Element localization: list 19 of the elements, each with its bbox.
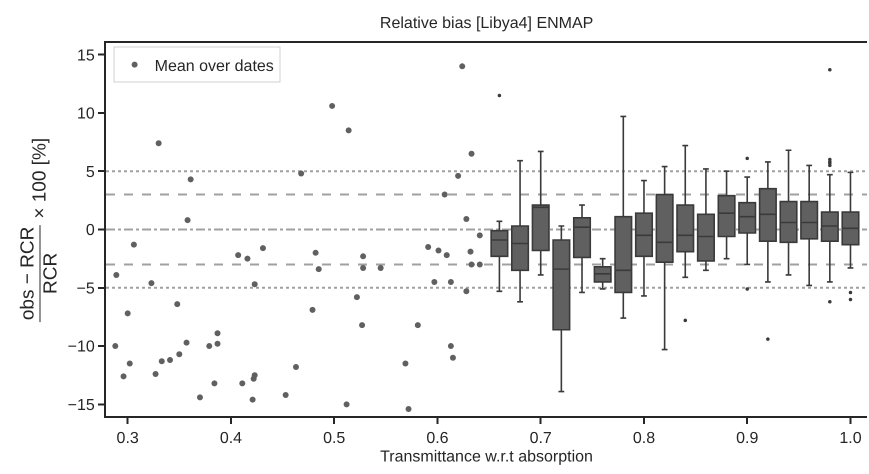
y-tick-label: 10 <box>77 106 95 123</box>
x-tick-label: 0.5 <box>323 430 346 448</box>
x-tick-label: 0.9 <box>736 430 758 448</box>
y-tick-label: 15 <box>77 47 95 64</box>
y-tick-label: −15 <box>68 396 95 414</box>
y-tick-label: −5 <box>76 280 95 298</box>
y-tick-label: −10 <box>68 338 95 356</box>
legend-label: Mean over dates <box>154 58 274 75</box>
x-tick-label: 0.8 <box>632 430 656 448</box>
x-tick-label: 0.7 <box>530 430 552 448</box>
text: obs − RCR RCR × 100 [%] <box>18 138 62 320</box>
y-tick-label: 5 <box>86 164 95 181</box>
chart-title: Relative bias [Libya4] ENMAP <box>380 14 594 32</box>
x-tick-label: 0.6 <box>426 430 449 448</box>
x-tick-label: 0.3 <box>116 430 139 448</box>
x-tick-label: 1.0 <box>839 430 862 448</box>
y-tick-label: 0 <box>86 222 95 240</box>
x-tick-label: 0.4 <box>220 430 242 448</box>
x-axis-title: Transmittance w.r.t absorption <box>380 448 593 466</box>
